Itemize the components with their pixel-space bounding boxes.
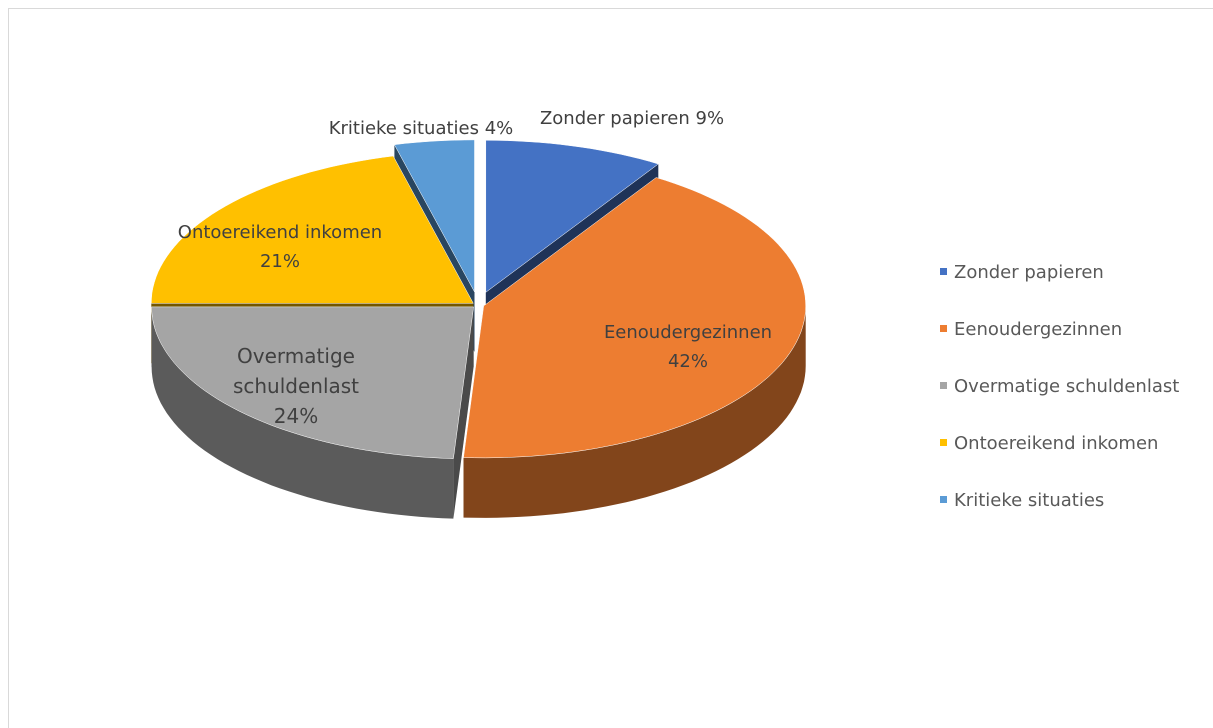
legend-label: Kritieke situaties <box>954 490 1105 511</box>
legend-label: Eenoudergezinnen <box>954 319 1123 340</box>
label-value: 42% <box>667 351 708 372</box>
legend-swatch <box>940 438 947 446</box>
pie-slice <box>485 140 659 293</box>
pie-plot <box>151 139 806 519</box>
legend-item: Eenoudergezinnen <box>940 319 1122 340</box>
label-category: Kritieke situaties <box>328 118 479 139</box>
chart-frame <box>8 8 1213 728</box>
label-value: 24% <box>273 404 319 428</box>
legend-swatch <box>940 324 947 332</box>
legend-item: Ontoereikend inkomen <box>940 433 1158 454</box>
pie-slice <box>394 139 475 293</box>
label-value: 4% <box>484 118 514 139</box>
pie-slice <box>151 306 474 459</box>
label-category: Overmatige schuldenlast <box>232 344 360 398</box>
legend-label: Overmatige schuldenlast <box>954 376 1180 397</box>
pie-slice <box>151 155 474 304</box>
legend-item: Kritieke situaties <box>940 490 1104 511</box>
legend-item: Overmatige schuldenlast <box>940 376 1179 397</box>
legend-swatch <box>940 267 947 275</box>
label-value: 9% <box>695 108 725 129</box>
label-category: Eenoudergezinnen <box>603 322 773 343</box>
label-value: 21% <box>259 251 300 272</box>
legend-swatch <box>940 495 947 503</box>
legend-label: Zonder papieren <box>954 262 1104 283</box>
data-label: Eenoudergezinnen 42% <box>596 318 781 376</box>
slice-side <box>463 305 806 518</box>
pie-slice <box>463 177 806 459</box>
legend-swatch <box>940 381 947 389</box>
chart: Zonder papieren 9% Eenoudergezinnen 42% … <box>8 8 1213 728</box>
legend-label: Ontoereikend inkomen <box>954 433 1159 454</box>
slice-side <box>151 306 454 519</box>
data-label: Overmatige schuldenlast 24% <box>209 341 384 431</box>
data-label: Zonder papieren 9% <box>502 104 762 133</box>
legend-item: Zonder papieren <box>940 262 1104 283</box>
data-label: Ontoereikend inkomen 21% <box>170 218 390 276</box>
label-category: Zonder papieren <box>539 108 690 129</box>
label-category: Ontoereikend inkomen <box>177 222 383 243</box>
data-label: Kritieke situaties 4% <box>311 114 531 143</box>
